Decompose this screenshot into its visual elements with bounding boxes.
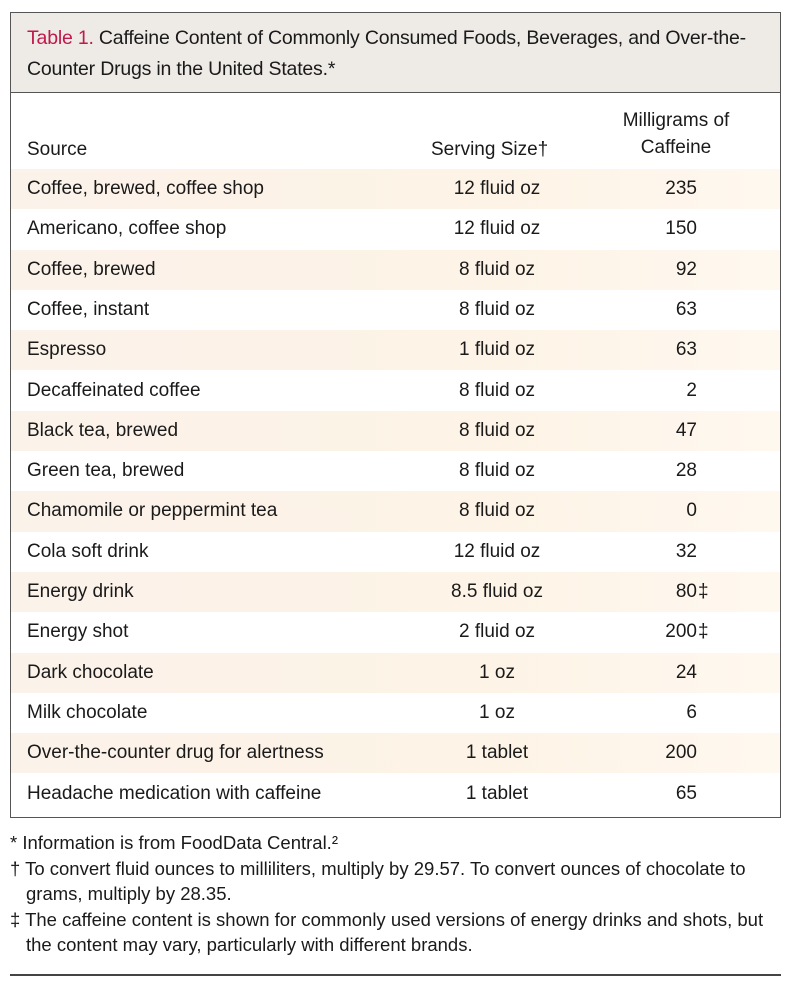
cell-serving: 1 fluid oz — [458, 339, 536, 361]
cell-serving: 8 fluid oz — [458, 379, 536, 401]
cell-mg: 6 — [686, 701, 697, 723]
cell-source: Green tea, brewed — [27, 460, 185, 482]
table-row: Decaffeinated coffee 8 fluid oz 2 — [11, 371, 780, 411]
cell-serving: 1 oz — [479, 661, 515, 683]
table-row: Headache medication with caffeine 1 table… — [11, 774, 780, 814]
cell-source: Coffee, instant — [27, 298, 150, 320]
cell-serving: 8 fluid oz — [458, 258, 536, 280]
cell-mg: 32 — [675, 540, 697, 562]
table-title: Table 1. Caffeine Content of Commonly Co… — [11, 13, 780, 93]
cell-footnote-mark: ‡ — [698, 581, 709, 602]
table-row: Coffee, brewed 8 fluid oz 92 — [11, 249, 780, 290]
table-row: Americano, coffee shop 12 fluid oz 150 — [11, 209, 780, 249]
cell-serving: 12 fluid oz — [453, 540, 541, 562]
cell-mg: 200 — [665, 621, 697, 643]
cell-serving: 1 oz — [479, 701, 515, 723]
table-row: Cola soft drink 12 fluid oz 32 — [11, 532, 780, 572]
cell-source: Energy shot — [27, 621, 129, 643]
cell-serving: 8 fluid oz — [458, 500, 536, 522]
cell-source: Milk chocolate — [27, 701, 148, 723]
cell-serving: 8 fluid oz — [458, 298, 536, 320]
table-row: Chamomile or peppermint tea 8 fluid oz 0 — [11, 491, 780, 532]
table-row: Coffee, brewed, coffee shop 12 fluid oz 23… — [11, 169, 780, 210]
table-row: Espresso 1 fluid oz 63 — [11, 330, 780, 371]
cell-source: Coffee, brewed — [27, 258, 156, 280]
header-serving-size: Serving Size† — [431, 139, 549, 160]
table-row: Black tea, brewed 8 fluid oz 47 — [11, 410, 780, 452]
cell-mg: 47 — [675, 419, 697, 441]
cell-serving: 1 tablet — [465, 742, 529, 764]
cell-mg: 24 — [675, 661, 697, 683]
header-row: Source Serving Size† Milligrams of Caffei… — [11, 105, 780, 167]
cell-mg: 92 — [675, 258, 697, 280]
bottom-rule — [10, 974, 781, 976]
table-row: Green tea, brewed 8 fluid oz 28 — [11, 451, 780, 491]
table-row: Over-the-counter drug for alertness 1 tab… — [11, 733, 780, 774]
cell-serving: 12 fluid oz — [453, 178, 541, 199]
header-source: Source — [27, 139, 88, 160]
cell-serving: 8 fluid oz — [458, 419, 536, 441]
table-row: Milk chocolate 1 oz 6 — [11, 693, 780, 733]
cell-mg: 28 — [675, 460, 697, 482]
cell-source: Cola soft drink — [27, 540, 149, 562]
cell-source: Coffee, brewed, coffee shop — [27, 178, 264, 199]
table-row: Energy drink 8.5 fluid oz 80 ‡ — [11, 572, 780, 613]
footnote-source: * Information is from FoodData Central.² — [10, 832, 338, 853]
cell-source: Espresso — [27, 339, 107, 361]
table-row: Coffee, instant 8 fluid oz 63 — [11, 290, 780, 330]
cell-serving: 2 fluid oz — [458, 621, 536, 643]
cell-mg: 0 — [686, 500, 697, 522]
cell-source: Americano, coffee shop — [27, 218, 227, 240]
cell-serving: 12 fluid oz — [453, 218, 541, 240]
table-row: Dark chocolate 1 oz 24 — [11, 652, 780, 693]
cell-mg: 2 — [686, 379, 697, 401]
cell-mg: 63 — [675, 339, 697, 361]
cell-source: Energy drink — [27, 581, 134, 602]
cell-source: Over-the-counter drug for alertness — [27, 742, 324, 764]
table-label: Table 1. — [27, 27, 94, 49]
cell-source: Headache medication with caffeine — [27, 782, 322, 804]
table-caption: Caffeine Content of Commonly Consumed Fo… — [27, 27, 746, 80]
cell-serving: 1 tablet — [465, 782, 529, 804]
cell-footnote-mark: ‡ — [698, 621, 709, 643]
cell-mg: 63 — [675, 298, 697, 320]
header-milligrams: Milligrams of Caffeine — [622, 110, 730, 158]
caffeine-table: Table 1. Caffeine Content of Commonly Co… — [10, 12, 781, 818]
cell-source: Decaffeinated coffee — [27, 379, 201, 401]
cell-mg: 235 — [665, 178, 697, 199]
cell-source: Black tea, brewed — [27, 419, 179, 441]
cell-mg: 80 — [675, 581, 697, 602]
footnotes: * Information is from FoodData Central.²… — [10, 830, 770, 958]
cell-mg: 150 — [665, 218, 697, 240]
cell-source: Chamomile or peppermint tea — [27, 500, 278, 522]
cell-mg: 200 — [665, 742, 697, 764]
footnote-energy: ‡ The caffeine content is shown for comm… — [10, 908, 764, 956]
cell-source: Dark chocolate — [27, 661, 154, 683]
cell-serving: 8.5 fluid oz — [451, 581, 543, 602]
cell-mg: 65 — [675, 782, 697, 804]
table-row: Energy shot 2 fluid oz 200 ‡ — [11, 612, 780, 652]
footnote-conversion: † To convert fluid ounces to milliliters… — [10, 857, 746, 905]
cell-serving: 8 fluid oz — [458, 460, 536, 482]
